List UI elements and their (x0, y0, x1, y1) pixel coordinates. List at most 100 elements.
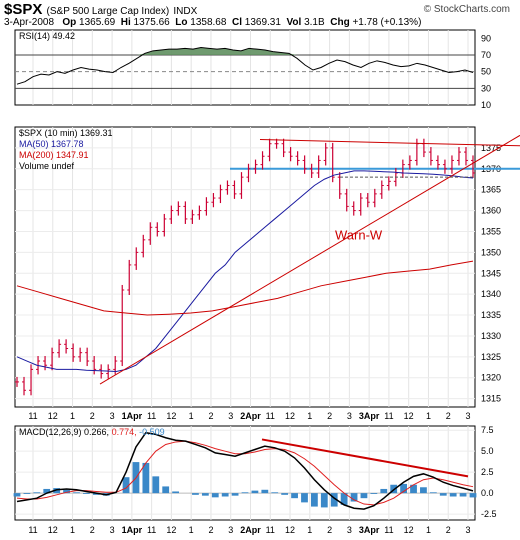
macd-histogram-bar (330, 493, 338, 507)
macd-y-tick: 7.5 (481, 425, 494, 435)
x-tick-label: 12 (166, 411, 176, 421)
volume-label: Vol (286, 17, 302, 28)
rsi-y-tick: 30 (481, 83, 491, 93)
x-tick-label: 12 (48, 411, 58, 421)
symbol-name: (S&P 500 Large Cap Index) (46, 6, 170, 17)
macd-histogram-bar (221, 493, 229, 497)
rsi-y-tick: 70 (481, 50, 491, 60)
price-y-tick: 1340 (481, 289, 501, 299)
macd-histogram-bar (429, 492, 437, 494)
volume-legend: Volume undef (19, 161, 75, 171)
macd-histogram-bar (122, 477, 130, 494)
macd-x-tick-label: 12 (48, 525, 58, 535)
x-tick-label: 12 (285, 411, 295, 421)
macd-histogram-bar (291, 493, 298, 499)
low-value: 1358.68 (190, 17, 227, 28)
macd-histogram-bar (340, 493, 348, 505)
ma50-legend: MA(50) 1367.78 (19, 139, 84, 149)
x-tick-label: 11 (384, 411, 393, 421)
macd-histogram-bar (53, 488, 61, 494)
macd-x-tick-label: 1Apr (122, 525, 143, 535)
price-y-tick: 1320 (481, 373, 501, 383)
rsi-y-tick: 50 (481, 67, 491, 77)
symbol: $SPX (4, 1, 43, 18)
rsi-y-tick: 10 (481, 100, 491, 110)
close-label: Cl (231, 17, 242, 28)
macd-x-tick-label: 11 (147, 525, 156, 535)
x-tick-label: 3Apr (359, 411, 380, 421)
macd-x-tick-label: 11 (266, 525, 275, 535)
price-y-tick: 1375 (481, 143, 501, 153)
macd-x-tick-label: 3Apr (359, 525, 380, 535)
chart-title: $SPX (S&P 500 Large Cap Index) INDX (4, 1, 197, 18)
x-tick-label: 1 (189, 411, 194, 421)
x-tick-label: 2 (208, 411, 213, 421)
macd-legend: MACD(12,26,9) 0.266, 0.774, -0.509 (19, 427, 165, 437)
macd-histogram-bar (162, 486, 170, 494)
change-label: Chg (330, 17, 350, 28)
price-y-tick: 1330 (481, 331, 501, 341)
price-y-tick: 1360 (481, 206, 501, 216)
macd-histogram-bar (439, 493, 447, 496)
macd-histogram-bar (310, 493, 318, 507)
macd-y-tick: 0.0 (481, 488, 494, 498)
upper-trend-line (259, 139, 520, 147)
macd-histogram-bar (142, 462, 150, 494)
macd-histogram-bar (63, 489, 70, 494)
x-tick-label: 2Apr (240, 411, 261, 421)
price-y-tick: 1345 (481, 268, 501, 278)
macd-x-tick-label: 2 (208, 525, 213, 535)
macd-x-tick-label: 2Apr (240, 525, 261, 535)
macd-histogram-bar (241, 492, 249, 494)
macd-histogram-bar (172, 491, 180, 494)
macd-signal-line (16, 440, 474, 506)
macd-x-tick-label: 3 (110, 525, 115, 535)
x-tick-label: 11 (266, 411, 275, 421)
macd-histogram-bar (201, 493, 209, 496)
x-tick-label: 11 (28, 411, 37, 421)
macd-x-tick-label: 3 (228, 525, 233, 535)
macd-histogram-bar (43, 488, 51, 494)
x-tick-label: 12 (404, 411, 414, 421)
x-tick-label: 2 (446, 411, 451, 421)
macd-x-tick-label: 12 (404, 525, 414, 535)
macd-histogram-bar (261, 489, 269, 494)
macd-x-tick-label: 1 (189, 525, 194, 535)
exchange: INDX (173, 6, 198, 17)
macd-histogram-bar (152, 476, 160, 494)
x-tick-label: 1Apr (122, 411, 143, 421)
macd-x-tick-label: 1 (307, 525, 312, 535)
macd-histogram-bar (192, 493, 199, 495)
price-legend-title: $SPX (10 min) 1369.31 (19, 128, 113, 138)
macd-x-tick-label: 1 (426, 525, 431, 535)
quote-line: 3-Apr-2008 Op 1365.69 Hi 1375.66 Lo 1358… (4, 17, 421, 28)
macd-histogram-bar (281, 493, 289, 495)
brand-credit: © StockCharts.com (423, 4, 510, 15)
macd-x-tick-label: 2 (446, 525, 451, 535)
x-tick-label: 11 (147, 411, 156, 421)
macd-x-tick-label: 12 (285, 525, 295, 535)
macd-histogram-bar (410, 484, 417, 494)
macd-histogram-bar (23, 493, 31, 494)
ma200-legend: MA(200) 1347.91 (19, 150, 89, 160)
macd-x-tick-label: 11 (384, 525, 393, 535)
macd-histogram-bar (459, 493, 467, 497)
price-y-tick: 1365 (481, 185, 501, 195)
macd-x-tick-label: 12 (166, 525, 176, 535)
close-value: 1369.31 (244, 17, 281, 28)
macd-histogram-bar (211, 493, 219, 498)
macd-y-tick: -2.5 (481, 509, 497, 519)
macd-histogram-bar (82, 493, 90, 494)
rsi-line (16, 46, 474, 85)
x-tick-label: 3 (110, 411, 115, 421)
macd-histogram-bar (320, 493, 328, 508)
macd-histogram-bar (231, 493, 239, 496)
open-label: Op (62, 17, 77, 28)
macd-x-tick-label: 11 (28, 525, 37, 535)
x-tick-label: 3 (347, 411, 352, 421)
high-value: 1375.66 (133, 17, 170, 28)
price-y-tick: 1355 (481, 226, 501, 236)
rsi-overbought-fill (17, 47, 473, 55)
